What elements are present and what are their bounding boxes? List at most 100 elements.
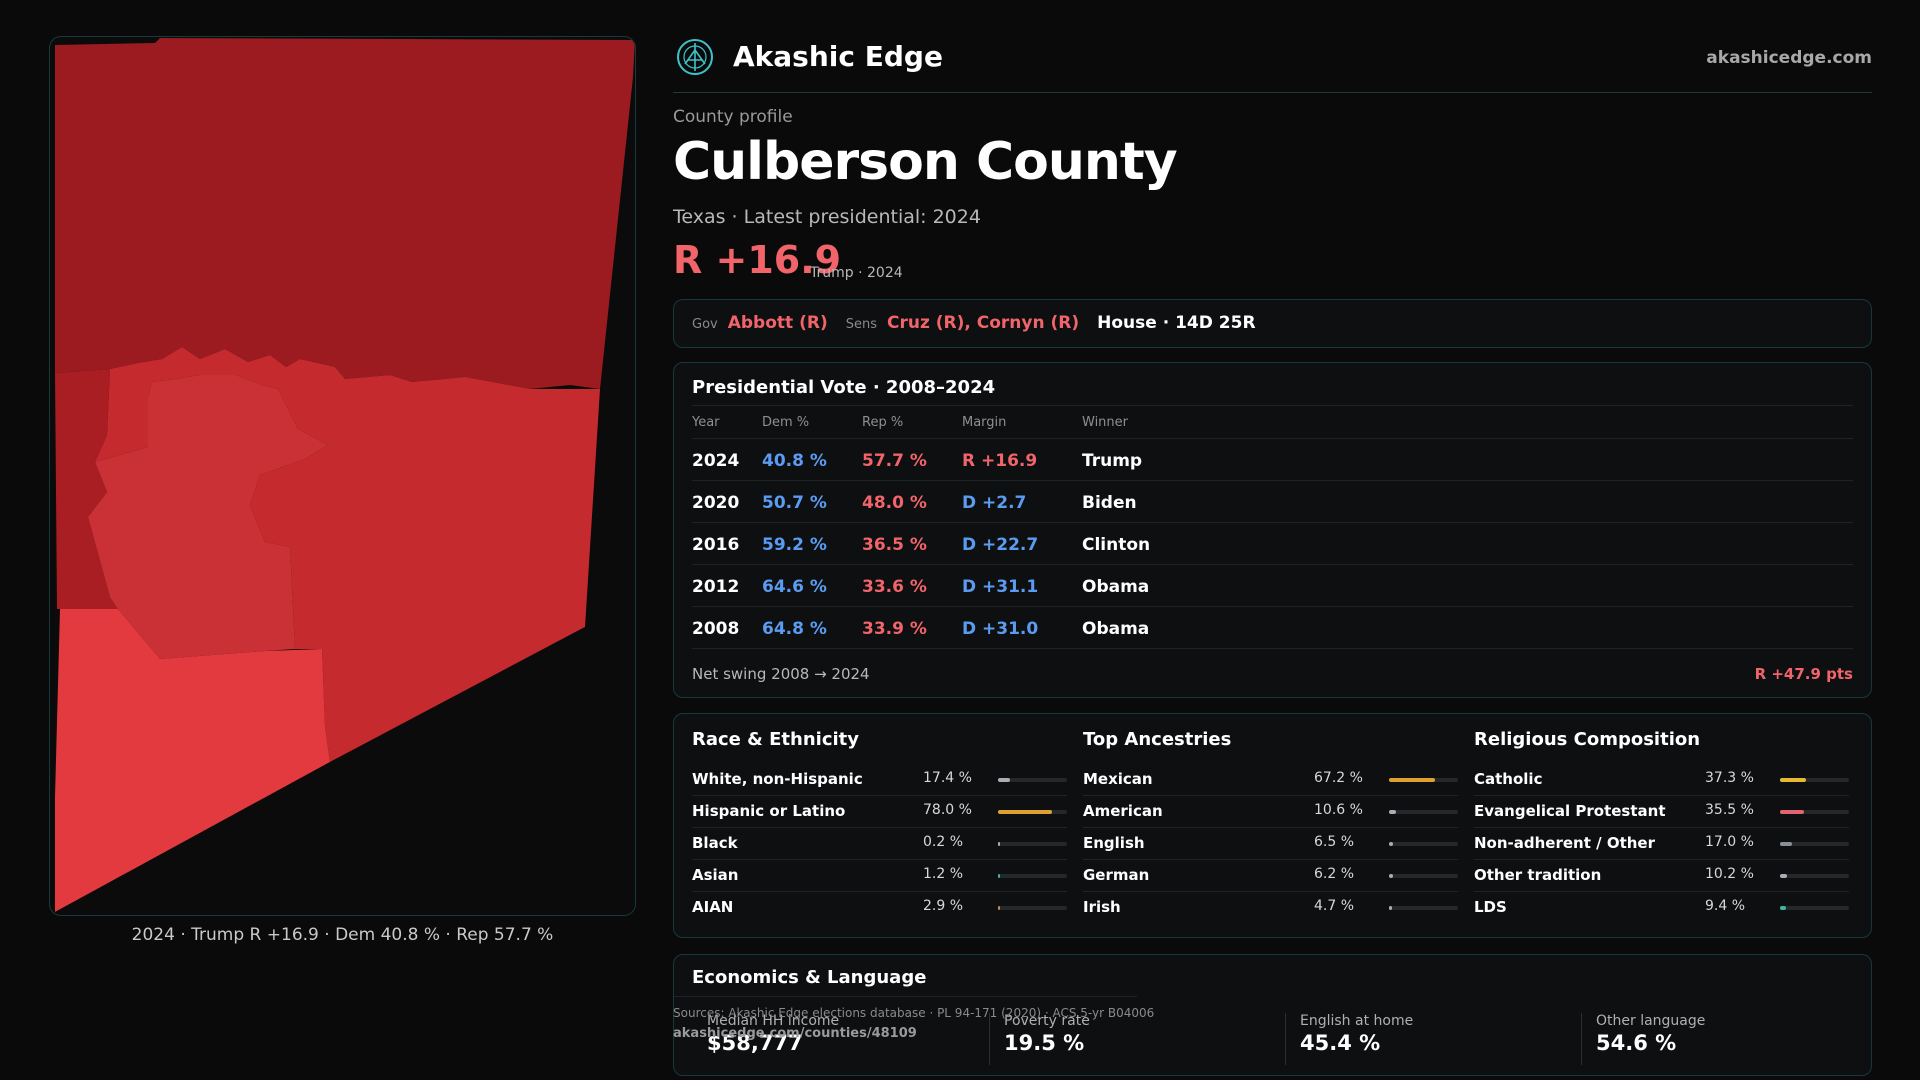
item-label: Non-adherent / Other [1474, 834, 1655, 852]
share-bar-fill [1389, 778, 1436, 782]
share-bar-fill [998, 874, 1000, 878]
list-item: Asian 1.2 % [692, 860, 1067, 892]
section-title: Religious Composition [1474, 729, 1701, 750]
item-label: Catholic [1474, 770, 1543, 788]
share-bar-fill [998, 842, 1000, 846]
presidential-vote-card: Presidential Vote · 2008–2024 Year Dem %… [673, 362, 1872, 698]
table-row: 2008 64.8 % 33.9 % D +31.0 Obama [692, 607, 1853, 649]
economics-card: Economics & Language Median HH income $5… [673, 954, 1872, 1076]
col-header-winner: Winner [1082, 415, 1129, 430]
econ-separator [1285, 1013, 1286, 1065]
item-value: 6.2 % [1314, 866, 1355, 882]
year-cell: 2016 [692, 535, 740, 555]
section-title: Race & Ethnicity [692, 729, 859, 750]
county-title: Culberson County [673, 132, 1178, 192]
senators-value: Cruz (R), Cornyn (R) [886, 313, 1080, 333]
list-item: Hispanic or Latino 78.0 % [692, 796, 1067, 828]
economics-divider [674, 996, 1137, 997]
year-cell: 2008 [692, 619, 740, 639]
item-value: 4.7 % [1314, 898, 1355, 914]
brand-name[interactable]: Akashic Edge [733, 40, 943, 73]
site-url-link[interactable]: akashicedge.com [1706, 48, 1872, 68]
county-subtitle: Texas · Latest presidential: 2024 [673, 206, 981, 228]
econ-separator [1581, 1013, 1582, 1065]
econ-separator [989, 1013, 990, 1065]
list-item: German 6.2 % [1083, 860, 1458, 892]
table-row: 2012 64.6 % 33.6 % D +31.1 Obama [692, 565, 1853, 607]
econ-label: Median HH income [707, 1013, 840, 1029]
econ-value: 54.6 % [1596, 1031, 1677, 1055]
share-bar-track [998, 842, 1067, 846]
list-item: Evangelical Protestant 35.5 % [1474, 796, 1849, 828]
governor-value: Abbott (R) [727, 313, 828, 333]
profile-label: County profile [673, 107, 793, 127]
compass-logo-icon[interactable] [676, 38, 714, 76]
rep-pct-cell: 33.6 % [862, 577, 927, 597]
econ-value: 45.4 % [1300, 1031, 1381, 1055]
share-bar-track [1780, 906, 1849, 910]
presidential-title: Presidential Vote · 2008–2024 [692, 377, 996, 398]
share-bar-fill [1389, 842, 1394, 846]
item-label: American [1083, 802, 1163, 820]
dem-pct-cell: 59.2 % [762, 535, 827, 555]
item-value: 10.2 % [1705, 866, 1754, 882]
share-bar-fill [1389, 810, 1397, 814]
section-title: Top Ancestries [1083, 729, 1232, 750]
margin-cell: D +31.1 [962, 577, 1039, 597]
econ-value: 19.5 % [1004, 1031, 1085, 1055]
winner-cell: Clinton [1082, 535, 1151, 555]
share-bar-track [1780, 842, 1849, 846]
item-value: 17.4 % [923, 770, 972, 786]
list-item: English 6.5 % [1083, 828, 1458, 860]
col-header-year: Year [692, 415, 720, 430]
latest-margin-note: Trump · 2024 [810, 265, 903, 281]
item-label: Irish [1083, 898, 1121, 916]
item-value: 35.5 % [1705, 802, 1754, 818]
map-region-north[interactable] [55, 38, 635, 389]
item-label: Hispanic or Latino [692, 802, 846, 820]
share-bar-track [1389, 874, 1458, 878]
source-url-link[interactable]: akashicedge.com/counties/48109 [673, 1026, 917, 1041]
margin-cell: R +16.9 [962, 451, 1038, 471]
margin-cell: D +22.7 [962, 535, 1039, 555]
map-region-center-inner[interactable] [88, 375, 328, 659]
econ-english-at-home: English at home 45.4 % [1300, 1013, 1580, 1055]
rep-pct-cell: 33.9 % [862, 619, 927, 639]
share-bar-track [1780, 874, 1849, 878]
winner-cell: Trump [1082, 451, 1143, 471]
item-label: Mexican [1083, 770, 1153, 788]
share-bar-fill [1389, 906, 1393, 910]
winner-cell: Obama [1082, 619, 1150, 639]
list-item: Catholic 37.3 % [1474, 764, 1849, 796]
dem-pct-cell: 64.6 % [762, 577, 827, 597]
sources-note: Sources: Akashic Edge elections database… [673, 1006, 1155, 1020]
county-map-svg [55, 38, 635, 915]
econ-label: Other language [1596, 1013, 1706, 1029]
table-row: 2016 59.2 % 36.5 % D +22.7 Clinton [692, 523, 1853, 565]
table-row: 2020 50.7 % 48.0 % D +2.7 Biden [692, 481, 1853, 523]
site-header: Akashic Edge akashicedge.com [673, 28, 1872, 93]
item-value: 1.2 % [923, 866, 964, 882]
table-header-row: Year Dem % Rep % Margin Winner [692, 405, 1853, 439]
item-label: English [1083, 834, 1145, 852]
econ-other-language: Other language 54.6 % [1596, 1013, 1876, 1055]
year-cell: 2012 [692, 577, 740, 597]
rep-pct-cell: 57.7 % [862, 451, 927, 471]
share-bar-track [1389, 810, 1458, 814]
share-bar-track [998, 906, 1067, 910]
share-bar-track [998, 874, 1067, 878]
map-region-west[interactable] [55, 369, 118, 609]
econ-label: English at home [1300, 1013, 1414, 1029]
county-map[interactable] [49, 36, 636, 916]
map-region-central[interactable] [95, 347, 600, 762]
dem-pct-cell: 40.8 % [762, 451, 827, 471]
item-value: 10.6 % [1314, 802, 1363, 818]
house-delegation: House · 14D 25R [1097, 313, 1256, 333]
col-header-margin: Margin [962, 415, 1007, 430]
map-region-southwest[interactable] [55, 609, 330, 912]
item-label: White, non-Hispanic [692, 770, 863, 788]
share-bar-track [998, 810, 1067, 814]
table-row: 2024 40.8 % 57.7 % R +16.9 Trump [692, 439, 1853, 481]
item-value: 6.5 % [1314, 834, 1355, 850]
year-cell: 2020 [692, 493, 740, 513]
